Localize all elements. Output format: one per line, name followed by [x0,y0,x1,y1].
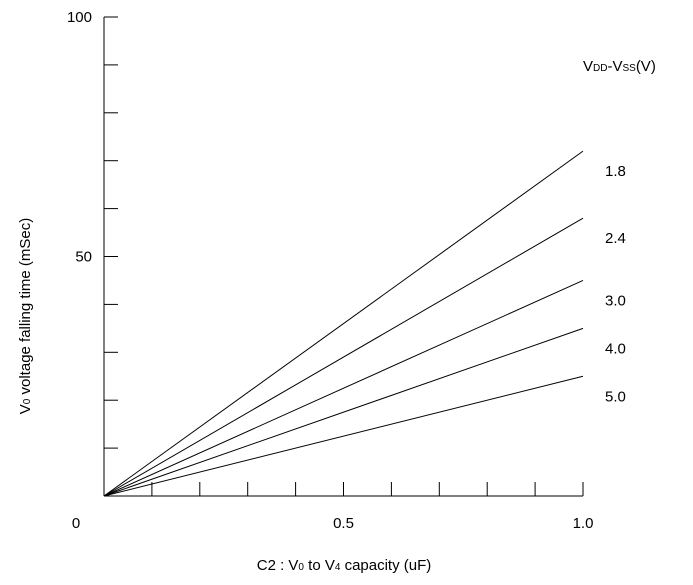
x-tick-label: 0 [72,515,80,532]
y-tick-label: 100 [67,9,92,26]
series-label: 1.8 [605,163,626,180]
chart-axes [103,16,584,497]
series-label: 2.4 [605,230,626,247]
series-line [103,217,584,497]
series-line [103,375,584,497]
series-line [103,327,584,497]
series-line [103,279,584,497]
x-tick-label: 1.0 [573,515,594,532]
x-tick-label: 0.5 [333,515,354,532]
chart-series [103,150,584,497]
chart-labels: VDD-VSS(V) C2 : V0 to V4 capacity (uF) V… [17,9,656,574]
x-axis-title: C2 : V0 to V4 capacity (uF) [257,557,432,574]
y-tick-label: 50 [75,249,92,266]
y-axis-title: V0 voltage falling time (mSec) [17,218,34,414]
series-label: 4.0 [605,340,626,357]
series-line [103,150,584,497]
legend-title: VDD-VSS(V) [583,58,656,75]
series-label: 5.0 [605,388,626,405]
series-label: 3.0 [605,292,626,309]
